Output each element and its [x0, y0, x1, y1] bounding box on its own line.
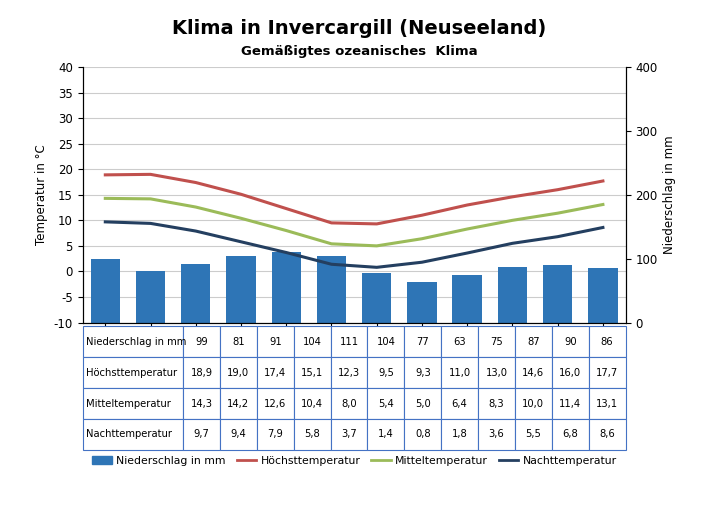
- Text: 8,0: 8,0: [342, 398, 357, 409]
- Text: 5,4: 5,4: [378, 398, 394, 409]
- Text: Niederschlag in mm: Niederschlag in mm: [86, 336, 187, 347]
- Text: Klima in Invercargill (Neuseeland): Klima in Invercargill (Neuseeland): [173, 19, 546, 38]
- Text: 17,4: 17,4: [264, 367, 286, 378]
- Text: 0,8: 0,8: [415, 429, 431, 440]
- Text: 63: 63: [453, 336, 466, 347]
- Y-axis label: Temperatur in °C: Temperatur in °C: [35, 144, 48, 245]
- Text: 77: 77: [416, 336, 429, 347]
- Text: 3,7: 3,7: [341, 429, 357, 440]
- Bar: [588, 268, 618, 322]
- Text: 5,0: 5,0: [415, 398, 431, 409]
- Bar: [362, 273, 391, 322]
- Y-axis label: Niederschlag in mm: Niederschlag in mm: [663, 136, 676, 254]
- Text: 86: 86: [601, 336, 613, 347]
- Text: 18,9: 18,9: [191, 367, 213, 378]
- Text: 6,4: 6,4: [452, 398, 467, 409]
- Text: Nachttemperatur: Nachttemperatur: [86, 429, 173, 440]
- Text: 19,0: 19,0: [227, 367, 249, 378]
- Text: 90: 90: [564, 336, 577, 347]
- Text: 3,6: 3,6: [489, 429, 504, 440]
- Text: 8,6: 8,6: [599, 429, 615, 440]
- Text: 1,8: 1,8: [452, 429, 467, 440]
- Text: 9,4: 9,4: [231, 429, 247, 440]
- Text: 7,9: 7,9: [267, 429, 283, 440]
- Text: 10,0: 10,0: [523, 398, 544, 409]
- Text: 14,3: 14,3: [191, 398, 213, 409]
- Text: 104: 104: [377, 336, 395, 347]
- Text: Höchsttemperatur: Höchsttemperatur: [86, 367, 178, 378]
- Text: 13,0: 13,0: [485, 367, 508, 378]
- Text: 12,3: 12,3: [338, 367, 360, 378]
- Text: 12,6: 12,6: [264, 398, 286, 409]
- Text: 14,6: 14,6: [522, 367, 544, 378]
- Bar: [226, 256, 256, 322]
- Text: 5,5: 5,5: [526, 429, 541, 440]
- Text: 99: 99: [195, 336, 208, 347]
- Bar: [543, 265, 572, 322]
- Text: 9,3: 9,3: [415, 367, 431, 378]
- Text: 9,5: 9,5: [378, 367, 394, 378]
- Text: 11,4: 11,4: [559, 398, 581, 409]
- Text: 15,1: 15,1: [301, 367, 324, 378]
- Text: 75: 75: [490, 336, 503, 347]
- Text: 17,7: 17,7: [596, 367, 618, 378]
- Text: 14,2: 14,2: [227, 398, 249, 409]
- Text: 9,7: 9,7: [193, 429, 209, 440]
- Text: Mitteltemperatur: Mitteltemperatur: [86, 398, 171, 409]
- Bar: [272, 252, 301, 322]
- Text: 8,3: 8,3: [489, 398, 504, 409]
- Text: 5,8: 5,8: [304, 429, 320, 440]
- Bar: [136, 271, 165, 322]
- Legend: Niederschlag in mm, Höchsttemperatur, Mitteltemperatur, Nachttemperatur: Niederschlag in mm, Höchsttemperatur, Mi…: [88, 452, 621, 471]
- Text: 11,0: 11,0: [449, 367, 471, 378]
- Text: 91: 91: [269, 336, 282, 347]
- Bar: [407, 282, 436, 322]
- Text: 104: 104: [303, 336, 321, 347]
- Text: 16,0: 16,0: [559, 367, 581, 378]
- Bar: [498, 267, 527, 322]
- Text: 13,1: 13,1: [596, 398, 618, 409]
- Bar: [317, 256, 346, 322]
- Text: 81: 81: [232, 336, 244, 347]
- Text: 111: 111: [339, 336, 359, 347]
- Text: 87: 87: [527, 336, 540, 347]
- Bar: [452, 275, 482, 322]
- Text: 6,8: 6,8: [562, 429, 578, 440]
- Bar: [91, 259, 120, 322]
- Text: Gemäßigtes ozeanisches  Klima: Gemäßigtes ozeanisches Klima: [241, 45, 478, 58]
- Text: 10,4: 10,4: [301, 398, 323, 409]
- Text: 1,4: 1,4: [378, 429, 394, 440]
- Bar: [181, 264, 211, 322]
